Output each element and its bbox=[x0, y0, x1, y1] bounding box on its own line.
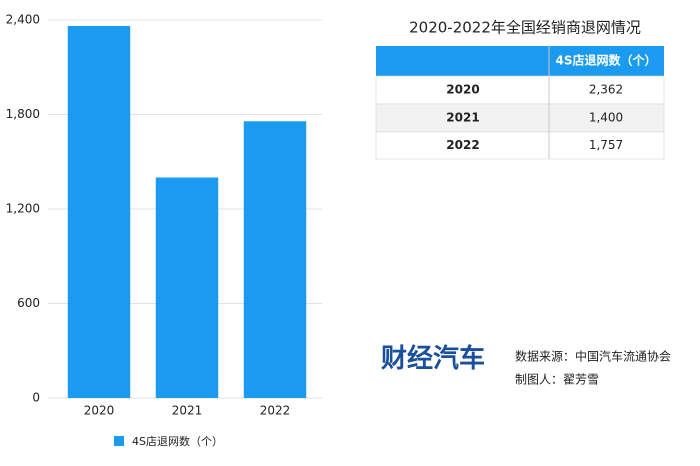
row-label: 2022 bbox=[446, 138, 479, 152]
author: 制图人：翟芳雪 bbox=[515, 373, 599, 387]
bar bbox=[243, 121, 307, 399]
table-body: 2020 2,362 2021 1,400 2022 1,757 bbox=[375, 46, 665, 160]
table-title: 2020-2022年全国经销商退网情况 bbox=[409, 19, 641, 37]
y-tick-label: 2,400 bbox=[6, 13, 40, 27]
table-row bbox=[375, 103, 665, 133]
x-tick-label: 2021 bbox=[172, 404, 203, 418]
table-header bbox=[376, 46, 664, 76]
row-value: 1,757 bbox=[589, 138, 623, 152]
row-value: 1,400 bbox=[589, 111, 623, 125]
y-tick-label: 600 bbox=[17, 296, 40, 310]
bar bbox=[67, 25, 131, 399]
bar bbox=[155, 177, 219, 398]
table-row bbox=[375, 131, 665, 160]
x-tick-label: 2020 bbox=[84, 404, 115, 418]
column-header: 4S店退网数（个） bbox=[556, 53, 657, 68]
legend-swatch bbox=[114, 436, 124, 446]
row-label: 2020 bbox=[446, 83, 479, 97]
y-tick-label: 0 bbox=[32, 391, 40, 405]
source: 数据来源：中国汽车流通协会 bbox=[515, 349, 671, 364]
row-value: 2,362 bbox=[589, 83, 623, 97]
y-tick-label: 1,800 bbox=[6, 107, 40, 121]
x-tick-label: 2022 bbox=[260, 404, 291, 418]
row-label: 2021 bbox=[446, 111, 479, 125]
logo: 财经汽车 bbox=[381, 343, 485, 374]
y-tick-label: 1,200 bbox=[6, 202, 40, 216]
legend-label: 4S店退网数（个） bbox=[132, 434, 223, 448]
